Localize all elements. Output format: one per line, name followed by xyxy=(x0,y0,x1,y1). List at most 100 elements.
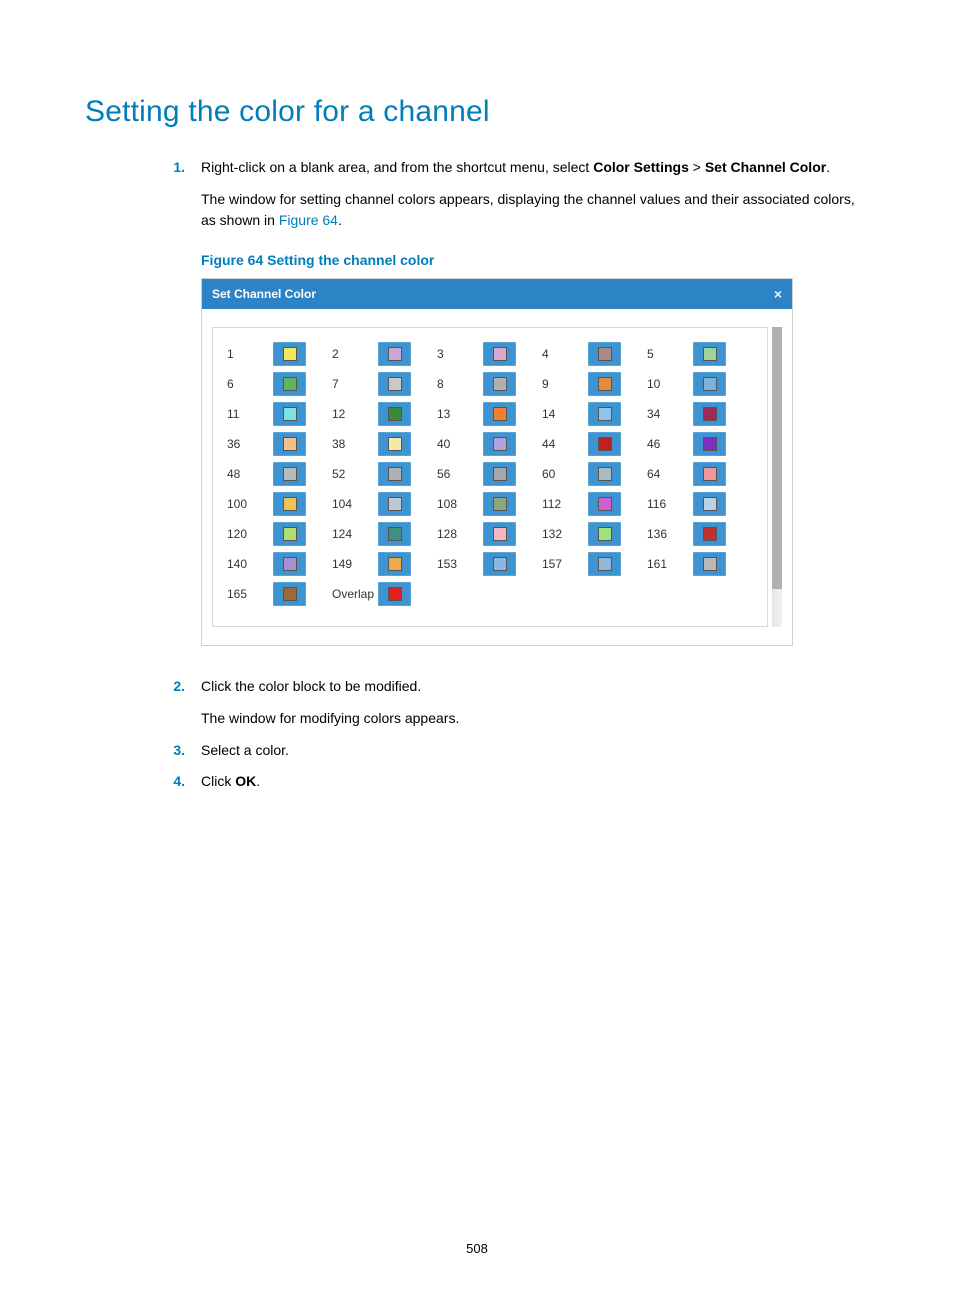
channel-cell: 128 xyxy=(431,522,536,546)
channel-cell: 136 xyxy=(641,522,746,546)
channel-cell: 40 xyxy=(431,432,536,456)
bold-text: Color Settings xyxy=(593,159,689,175)
channel-label: 9 xyxy=(536,375,588,394)
color-swatch xyxy=(598,527,612,541)
step-number: 4. xyxy=(161,771,185,793)
channel-cell: Overlap xyxy=(326,582,431,606)
color-swatch xyxy=(598,467,612,481)
channel-cell: 116 xyxy=(641,492,746,516)
step-number: 3. xyxy=(161,740,185,762)
window-body: 1234567891011121314343638404446485256606… xyxy=(202,309,792,645)
color-swatch-button[interactable] xyxy=(588,552,621,576)
color-swatch xyxy=(388,497,402,511)
color-swatch-button[interactable] xyxy=(378,402,411,426)
channel-label: 112 xyxy=(536,495,588,514)
color-swatch-button[interactable] xyxy=(378,372,411,396)
bold-text: OK xyxy=(235,773,256,789)
channel-label: 36 xyxy=(221,435,273,454)
color-swatch-button[interactable] xyxy=(273,432,306,456)
channel-color-grid: 1234567891011121314343638404446485256606… xyxy=(212,327,768,627)
color-swatch xyxy=(598,437,612,451)
channel-cell: 132 xyxy=(536,522,641,546)
color-swatch-button[interactable] xyxy=(588,462,621,486)
color-swatch-button[interactable] xyxy=(693,462,726,486)
channel-cell: 165 xyxy=(221,582,326,606)
channel-label: 60 xyxy=(536,465,588,484)
color-swatch-button[interactable] xyxy=(588,432,621,456)
color-swatch-button[interactable] xyxy=(693,372,726,396)
step-4: 4. Click OK. xyxy=(161,771,869,793)
color-swatch xyxy=(493,527,507,541)
color-swatch-button[interactable] xyxy=(273,552,306,576)
text: . xyxy=(338,212,342,228)
color-swatch-button[interactable] xyxy=(483,342,516,366)
color-swatch xyxy=(388,527,402,541)
color-swatch-button[interactable] xyxy=(483,522,516,546)
color-swatch-button[interactable] xyxy=(273,402,306,426)
color-swatch-button[interactable] xyxy=(378,432,411,456)
color-swatch xyxy=(703,497,717,511)
color-swatch xyxy=(388,437,402,451)
color-swatch-button[interactable] xyxy=(588,492,621,516)
color-swatch-button[interactable] xyxy=(693,342,726,366)
color-swatch-button[interactable] xyxy=(378,462,411,486)
color-swatch-button[interactable] xyxy=(483,432,516,456)
channel-label: 48 xyxy=(221,465,273,484)
step-4-text: Click OK. xyxy=(201,771,869,793)
channel-label: 161 xyxy=(641,555,693,574)
color-swatch xyxy=(703,527,717,541)
close-icon[interactable]: × xyxy=(774,287,782,301)
channel-label: 108 xyxy=(431,495,483,514)
color-swatch-button[interactable] xyxy=(273,522,306,546)
color-swatch-button[interactable] xyxy=(273,582,306,606)
grid-row: 1112131434 xyxy=(221,402,759,426)
color-swatch-button[interactable] xyxy=(588,372,621,396)
color-swatch-button[interactable] xyxy=(693,492,726,516)
color-swatch xyxy=(493,497,507,511)
color-swatch-button[interactable] xyxy=(273,372,306,396)
color-swatch-button[interactable] xyxy=(483,402,516,426)
color-swatch-button[interactable] xyxy=(273,492,306,516)
channel-label: 11 xyxy=(221,405,273,424)
color-swatch-button[interactable] xyxy=(483,492,516,516)
color-swatch xyxy=(598,377,612,391)
color-swatch xyxy=(598,497,612,511)
channel-label: 1 xyxy=(221,345,273,364)
grid-row: 678910 xyxy=(221,372,759,396)
channel-label: 12 xyxy=(326,405,378,424)
color-swatch-button[interactable] xyxy=(273,462,306,486)
color-swatch xyxy=(703,377,717,391)
channel-label: 64 xyxy=(641,465,693,484)
figure-link[interactable]: Figure 64 xyxy=(279,212,338,228)
color-swatch-button[interactable] xyxy=(693,432,726,456)
color-swatch-button[interactable] xyxy=(693,402,726,426)
grid-row: 165Overlap xyxy=(221,582,759,606)
channel-cell: 124 xyxy=(326,522,431,546)
color-swatch-button[interactable] xyxy=(378,522,411,546)
color-swatch-button[interactable] xyxy=(693,552,726,576)
color-swatch-button[interactable] xyxy=(378,552,411,576)
color-swatch-button[interactable] xyxy=(273,342,306,366)
channel-label: 4 xyxy=(536,345,588,364)
color-swatch-button[interactable] xyxy=(378,342,411,366)
step-number: 2. xyxy=(161,676,185,698)
color-swatch-button[interactable] xyxy=(483,552,516,576)
color-swatch-button[interactable] xyxy=(378,492,411,516)
scrollbar-thumb[interactable] xyxy=(772,327,782,589)
color-swatch-button[interactable] xyxy=(693,522,726,546)
color-swatch-button[interactable] xyxy=(483,462,516,486)
channel-label: Overlap xyxy=(326,585,378,604)
color-swatch-button[interactable] xyxy=(588,522,621,546)
color-swatch xyxy=(598,407,612,421)
color-swatch-button[interactable] xyxy=(483,372,516,396)
page-title: Setting the color for a channel xyxy=(85,95,869,129)
channel-label: 128 xyxy=(431,525,483,544)
steps-list: 1. Right-click on a blank area, and from… xyxy=(161,157,869,793)
channel-label: 3 xyxy=(431,345,483,364)
color-swatch-button[interactable] xyxy=(588,402,621,426)
grid-row: 3638404446 xyxy=(221,432,759,456)
scrollbar[interactable] xyxy=(772,327,782,627)
color-swatch-button[interactable] xyxy=(588,342,621,366)
color-swatch-button[interactable] xyxy=(378,582,411,606)
channel-cell: 36 xyxy=(221,432,326,456)
